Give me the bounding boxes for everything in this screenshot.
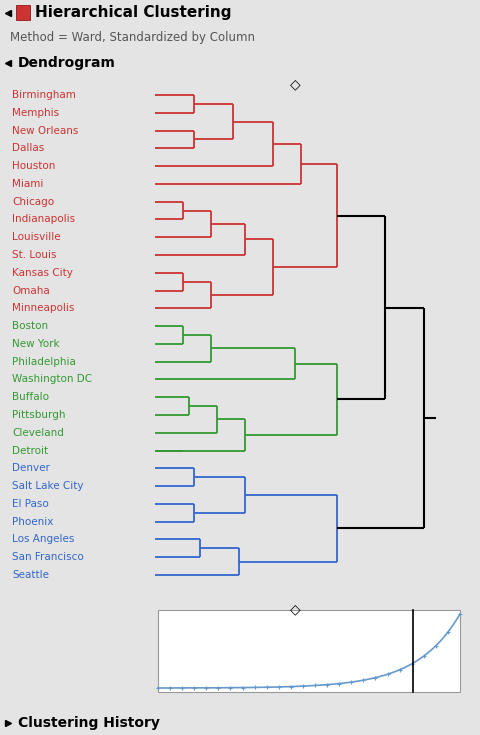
Text: ◇: ◇ <box>290 602 300 616</box>
Text: Chicago: Chicago <box>12 197 54 207</box>
Text: Salt Lake City: Salt Lake City <box>12 481 84 491</box>
Text: Method = Ward, Standardized by Column: Method = Ward, Standardized by Column <box>10 31 255 44</box>
Text: Memphis: Memphis <box>12 108 59 118</box>
Text: Cleveland: Cleveland <box>12 428 64 438</box>
Text: Buffalo: Buffalo <box>12 392 49 402</box>
Text: Houston: Houston <box>12 161 55 171</box>
Text: Miami: Miami <box>12 179 43 189</box>
Text: Phoenix: Phoenix <box>12 517 53 527</box>
FancyBboxPatch shape <box>158 610 460 692</box>
Text: Boston: Boston <box>12 321 48 331</box>
Text: New York: New York <box>12 339 60 349</box>
FancyBboxPatch shape <box>16 5 30 20</box>
Text: Denver: Denver <box>12 463 50 473</box>
Text: El Paso: El Paso <box>12 499 49 509</box>
Text: Pittsburgh: Pittsburgh <box>12 410 65 420</box>
Text: ◇: ◇ <box>290 77 300 91</box>
Text: Philadelphia: Philadelphia <box>12 356 76 367</box>
Text: San Francisco: San Francisco <box>12 552 84 562</box>
Text: Detroit: Detroit <box>12 445 48 456</box>
Text: Dendrogram: Dendrogram <box>18 56 116 70</box>
Text: Birmingham: Birmingham <box>12 90 76 100</box>
Text: Louisville: Louisville <box>12 232 60 243</box>
Text: Hierarchical Clustering: Hierarchical Clustering <box>35 5 231 20</box>
Text: Clustering History: Clustering History <box>18 715 160 730</box>
Text: New Orleans: New Orleans <box>12 126 78 135</box>
Text: Indianapolis: Indianapolis <box>12 215 75 224</box>
Text: Kansas City: Kansas City <box>12 268 73 278</box>
Text: Seattle: Seattle <box>12 570 49 580</box>
Text: St. Louis: St. Louis <box>12 250 57 260</box>
Text: Omaha: Omaha <box>12 286 50 295</box>
Text: Minneapolis: Minneapolis <box>12 304 74 313</box>
Text: Dallas: Dallas <box>12 143 44 154</box>
Text: Los Angeles: Los Angeles <box>12 534 74 545</box>
Text: Washington DC: Washington DC <box>12 374 92 384</box>
